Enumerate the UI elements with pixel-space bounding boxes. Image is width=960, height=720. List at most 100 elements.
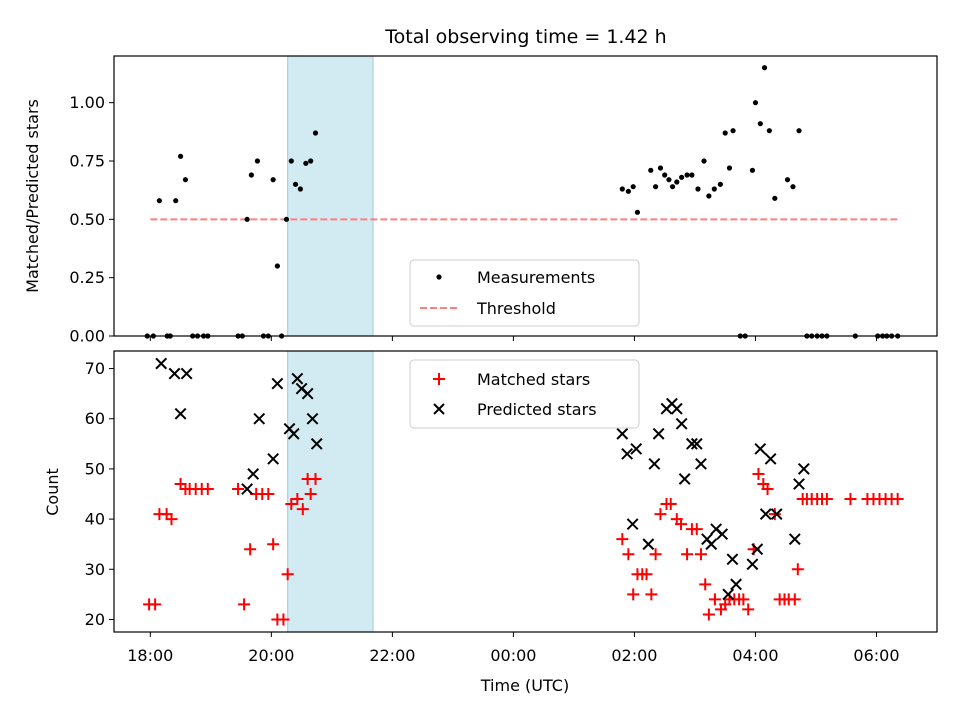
top-y-axis: 0.00 0.25 0.50 0.75 1.00 [69, 93, 114, 346]
predicted-star-point [616, 427, 629, 440]
measurement-point [766, 128, 772, 134]
predicted-star-point [730, 578, 742, 591]
measurement-point [689, 172, 695, 178]
x-tick-label: 04:00 [732, 646, 778, 665]
predicted-star-point [797, 463, 810, 475]
y-tick-label: 40 [85, 510, 105, 529]
predicted-star-point [754, 442, 767, 455]
chart-title: Total observing time = 1.42 h [384, 26, 666, 48]
predicted-star-point [670, 402, 683, 415]
measurement-point [674, 179, 680, 185]
matched-star-point [296, 503, 309, 516]
matched-star-point [262, 488, 275, 501]
matched-star-point [645, 588, 658, 601]
measurement-point [653, 184, 659, 190]
measurement-point [684, 172, 690, 178]
predicted-star-point [621, 447, 634, 460]
x-tick-label: 02:00 [611, 646, 657, 665]
top-panel: 0.00 0.25 0.50 0.75 1.00 Matched/Predicted s… [23, 55, 938, 346]
measurement-point [283, 216, 290, 222]
measurement-point [657, 165, 664, 171]
predicted-star-point [648, 457, 661, 470]
measurement-point [248, 172, 254, 178]
predicted-star-point [271, 377, 284, 390]
measurement-point [757, 121, 763, 127]
measurement-point [308, 158, 314, 164]
matched-star-point [654, 508, 667, 521]
x-tick-label: 06:00 [853, 646, 899, 665]
predicted-star-point [267, 452, 280, 465]
bottom-legend: Matched stars Predicted stars [409, 359, 640, 429]
x-tick-label: 18:00 [127, 646, 173, 665]
measurement-point [701, 158, 707, 164]
predicted-star-point [310, 437, 323, 450]
matched-star-point [699, 578, 712, 591]
measurement-point [254, 158, 261, 164]
matched-star-point [232, 482, 245, 495]
matched-star-point [281, 568, 294, 581]
predicted-star-point [788, 533, 801, 546]
matched-star-point [844, 493, 857, 506]
top-legend: Measurements Threshold [409, 259, 640, 327]
predicted-star-point [626, 518, 639, 531]
y-tick-label: 70 [85, 359, 105, 378]
matched-star-point [761, 482, 774, 495]
matched-star-point [708, 593, 721, 606]
predicted-star-point [675, 417, 688, 430]
matched-star-point [675, 518, 688, 531]
y-tick-label: 1.00 [69, 93, 105, 112]
matched-star-point [752, 467, 765, 480]
matched-star-point [304, 488, 317, 501]
matched-star-point [640, 568, 653, 581]
measurement-point [173, 198, 179, 204]
measurement-point [288, 158, 294, 164]
measurement-point [706, 193, 712, 199]
bottom-legend-box [409, 359, 640, 429]
top-shaded-span [287, 55, 374, 337]
measurement-point [634, 209, 641, 215]
matched-star-point [690, 523, 703, 536]
matched-star-point [238, 598, 251, 611]
measurement-point [717, 181, 723, 187]
measurement-point [619, 186, 625, 192]
y-tick-label: 60 [85, 409, 105, 428]
matched-legend-marker [433, 373, 445, 385]
predicted-star-point [174, 407, 187, 420]
predicted-star-point [301, 387, 314, 400]
predicted-star-point [722, 588, 735, 601]
top-x-ticks [149, 336, 877, 341]
matched-star-point [694, 548, 707, 561]
measurement-point [726, 165, 733, 171]
predicted-star-point [678, 473, 691, 485]
predicted-star-point [770, 508, 783, 520]
predicted-star-point [726, 553, 739, 566]
measurement-point [648, 167, 654, 173]
x-tick-label: 00:00 [490, 646, 536, 665]
y-tick-label: 0.75 [69, 152, 105, 171]
predicted-star-point [642, 538, 655, 551]
matched-star-point [681, 548, 694, 561]
matched-star-point [165, 513, 178, 526]
matched-star-point [649, 548, 662, 561]
y-tick-label: 0.25 [69, 268, 105, 287]
measurement-point [784, 177, 791, 183]
y-tick-label: 0.00 [69, 327, 105, 346]
legend-threshold: Threshold [476, 299, 556, 318]
predicted-star-point [291, 372, 304, 385]
legend-measurements: Measurements [477, 268, 595, 287]
matched-star-point [149, 598, 162, 611]
predicted-star-point [241, 483, 254, 495]
matched-star-point [244, 543, 257, 556]
measurement-point [711, 186, 717, 192]
measurement-point [790, 184, 796, 190]
measurement-point [303, 160, 309, 166]
measurement-point [630, 184, 636, 190]
measurement-point [312, 130, 319, 136]
measurement-point [752, 100, 759, 106]
predicted-star-point [180, 367, 193, 380]
measurement-point [749, 167, 756, 173]
predicted-star-point [716, 528, 729, 541]
matched-star-point [285, 498, 298, 511]
measurement-point [270, 177, 276, 183]
matched-star-point [768, 508, 781, 521]
